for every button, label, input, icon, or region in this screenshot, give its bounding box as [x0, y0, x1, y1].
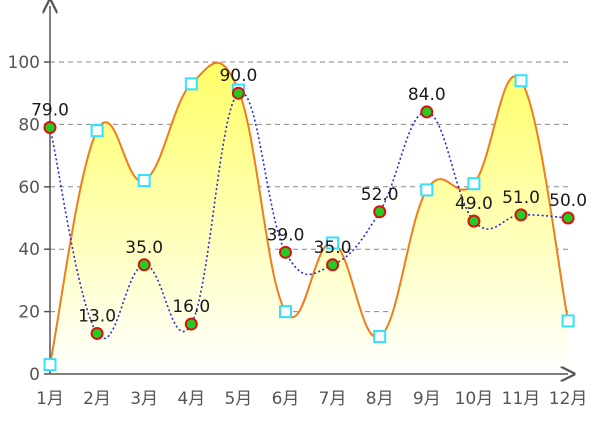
- data-label: 13.0: [78, 306, 116, 326]
- area-series-point: [184, 77, 198, 91]
- dotted-series-point: [184, 317, 198, 331]
- area-series-point: [90, 124, 104, 138]
- x-tick-label: 2月: [83, 389, 111, 409]
- area-series-point: [561, 314, 575, 328]
- x-tick-label: 5月: [224, 389, 252, 409]
- x-tick-label: 8月: [366, 389, 394, 409]
- dotted-series-point: [231, 86, 245, 100]
- data-label: 50.0: [549, 191, 587, 211]
- x-tick-label: 1月: [36, 389, 64, 409]
- dotted-series-point: [561, 211, 575, 225]
- data-label: 84.0: [408, 85, 446, 105]
- data-label: 52.0: [361, 185, 399, 205]
- x-tick-label: 11月: [502, 389, 541, 409]
- y-tick-label: 40: [18, 240, 40, 260]
- y-tick-label: 20: [18, 303, 40, 323]
- area-series-line: [49, 61, 570, 365]
- dotted-series-point: [467, 214, 481, 228]
- x-tick-label: 10月: [455, 389, 494, 409]
- data-label: 35.0: [125, 238, 163, 258]
- x-tick-label: 3月: [130, 389, 158, 409]
- y-tick-label: 60: [18, 178, 40, 198]
- area-series-point: [326, 236, 340, 250]
- x-tick-label: 12月: [549, 389, 588, 409]
- area-series-point: [137, 174, 151, 188]
- x-tick-label: 4月: [177, 389, 205, 409]
- data-label: 35.0: [314, 238, 352, 258]
- data-label: 90.0: [219, 66, 257, 86]
- y-tick-label: 80: [18, 115, 40, 135]
- data-label: 79.0: [31, 101, 69, 121]
- dotted-series-point: [90, 326, 104, 340]
- area-series-point: [467, 177, 481, 191]
- dotted-series-point: [420, 105, 434, 119]
- area-series-point: [514, 74, 528, 88]
- data-label: 39.0: [267, 225, 305, 245]
- data-label: 49.0: [455, 194, 493, 214]
- x-tick-label: 7月: [319, 389, 347, 409]
- dotted-series-point: [514, 208, 528, 222]
- area-series-point: [420, 183, 434, 197]
- dotted-series-line: [49, 91, 569, 340]
- dotted-series-point: [326, 258, 340, 272]
- dotted-series-point: [279, 245, 292, 259]
- x-tick-label: 9月: [413, 389, 441, 409]
- y-tick-label: 100: [8, 53, 40, 73]
- y-tick-label: 0: [29, 365, 40, 385]
- dotted-series-point: [43, 121, 57, 135]
- x-tick-label: 6月: [272, 389, 300, 409]
- dotted-series-point: [373, 205, 387, 219]
- data-label: 51.0: [502, 188, 540, 208]
- data-label: 16.0: [172, 297, 210, 317]
- area-series-fill: [50, 62, 569, 374]
- area-series-point: [373, 330, 387, 344]
- area-series-point: [279, 305, 292, 319]
- dotted-series-point: [137, 258, 151, 272]
- area-series-point: [43, 358, 57, 372]
